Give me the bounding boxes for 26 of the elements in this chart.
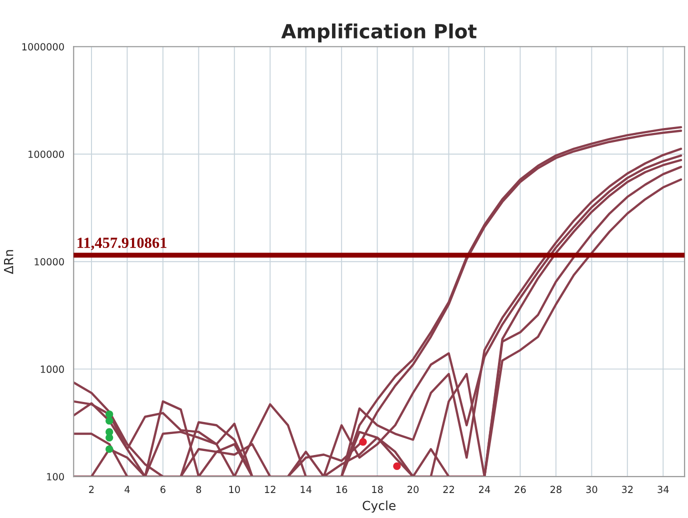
x-tick-label: 20 [408, 486, 419, 494]
x-tick-label: 16 [336, 486, 348, 494]
x-tick-label: 2 [89, 486, 94, 493]
x-tick-label: 14 [300, 486, 312, 493]
x-tick-label: 28 [550, 486, 562, 494]
y-tick-label: 100000 [28, 150, 64, 158]
x-tick-label: 10 [229, 486, 240, 494]
x-tick-label: 18 [372, 486, 383, 494]
chart-title: Amplification Plot [281, 24, 477, 42]
x-tick-label: 22 [443, 486, 454, 493]
x-tick-label: 8 [196, 486, 202, 494]
y-tick-label: 100 [47, 473, 64, 480]
y-axis-title: ΔRn [4, 250, 14, 274]
x-tick-label: 32 [622, 486, 633, 494]
x-tick-label: 30 [586, 486, 598, 494]
x-tick-label: 6 [160, 486, 166, 494]
x-tick-label: 4 [124, 486, 130, 493]
x-tick-label: 24 [479, 486, 490, 493]
y-tick-label: 1000 [40, 366, 64, 373]
y-tick-label: 10000 [34, 258, 64, 266]
x-tick-label: 26 [514, 486, 526, 494]
x-tick-label: 12 [265, 486, 276, 493]
x-tick-label: 34 [658, 486, 669, 494]
x-axis-title: Cycle [362, 500, 396, 513]
ref-line-label: 11,457.910861 [78, 238, 166, 250]
y-tick-label: 1000000 [22, 43, 64, 50]
